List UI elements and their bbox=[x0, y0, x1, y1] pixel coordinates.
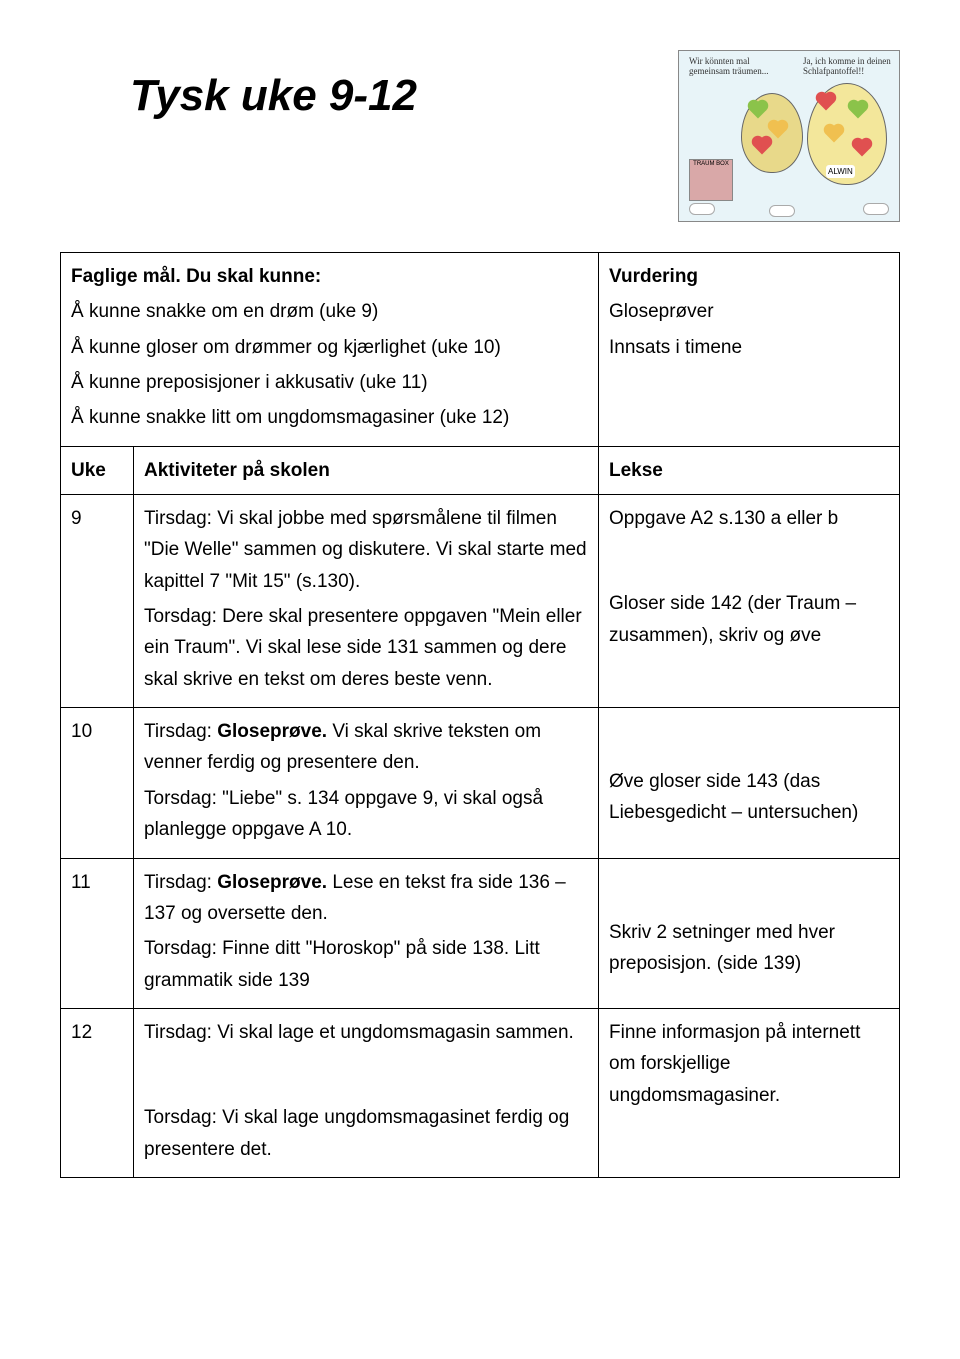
plan-table: Faglige mål. Du skal kunne: Å kunne snak… bbox=[60, 252, 900, 1178]
uke-cell: 10 bbox=[61, 708, 134, 858]
table-row: 10Tirsdag: Gloseprøve. Vi skal skrive te… bbox=[61, 708, 900, 858]
table-header-row: Uke Aktiviteter på skolen Lekse bbox=[61, 446, 900, 494]
header-illustration: Wir könnten mal gemeinsam träumen... Ja,… bbox=[678, 50, 900, 222]
egg-left-icon bbox=[741, 93, 803, 173]
egg-label: ALWIN bbox=[826, 165, 855, 178]
traum-box-icon: TRAUM BOX bbox=[689, 159, 733, 201]
goal-item: Å kunne gloser om drømmer og kjærlighet … bbox=[71, 332, 588, 363]
aktiviteter-cell: Tirsdag: Vi skal lage et ungdomsmagasin … bbox=[134, 1008, 599, 1177]
lekse-cell: Finne informasjon på internett om forskj… bbox=[599, 1008, 900, 1177]
goals-row: Faglige mål. Du skal kunne: Å kunne snak… bbox=[61, 253, 900, 447]
col-header-uke: Uke bbox=[61, 446, 134, 494]
table-row: 12 Tirsdag: Vi skal lage et ungdomsmagasi… bbox=[61, 1008, 900, 1177]
speech-bubble-2: Ja, ich komme in deinen Schlafpantoffel!… bbox=[803, 57, 893, 77]
aktiviteter-cell: Tirsdag: Vi skal jobbe med spørsmålene t… bbox=[134, 495, 599, 708]
cell-paragraph: Torsdag: Vi skal lage ungdomsmagasinet f… bbox=[144, 1102, 588, 1165]
egg-right-icon: ALWIN bbox=[807, 83, 887, 185]
page-title: Tysk uke 9-12 bbox=[130, 60, 417, 133]
uke-cell: 12 bbox=[61, 1008, 134, 1177]
cell-paragraph: Tirsdag: Vi skal jobbe med spørsmålene t… bbox=[144, 503, 588, 597]
cell-paragraph: Tirsdag: Gloseprøve. Vi skal skrive teks… bbox=[144, 716, 588, 779]
cell-paragraph: Torsdag: Dere skal presentere oppgaven "… bbox=[144, 601, 588, 695]
col-header-lekse: Lekse bbox=[599, 446, 900, 494]
goal-item: Å kunne snakke om en drøm (uke 9) bbox=[71, 296, 588, 327]
cell-paragraph: Finne informasjon på internett om forskj… bbox=[609, 1017, 889, 1111]
cell-paragraph: Tirsdag: Gloseprøve. Lese en tekst fra s… bbox=[144, 867, 588, 930]
vurdering-item: Gloseprøver bbox=[609, 296, 889, 327]
goal-item: Å kunne snakke litt om ungdomsmagasiner … bbox=[71, 402, 588, 433]
col-header-aktiviteter: Aktiviteter på skolen bbox=[134, 446, 599, 494]
lekse-cell: Oppgave A2 s.130 a eller b Gloser side 14… bbox=[599, 495, 900, 708]
lekse-cell: Skriv 2 setninger med hver preposisjon. … bbox=[599, 858, 900, 1008]
speech-bubble-1: Wir könnten mal gemeinsam träumen... bbox=[689, 57, 779, 77]
cell-paragraph: Torsdag: "Liebe" s. 134 oppgave 9, vi sk… bbox=[144, 783, 588, 846]
cell-paragraph: Tirsdag: Vi skal lage et ungdomsmagasin … bbox=[144, 1017, 588, 1048]
cell-paragraph: Gloser side 142 (der Traum – zusammen), … bbox=[609, 588, 889, 651]
uke-cell: 9 bbox=[61, 495, 134, 708]
cell-paragraph: Øve gloser side 143 (das Liebesgedicht –… bbox=[609, 766, 889, 829]
cell-paragraph: Oppgave A2 s.130 a eller b bbox=[609, 503, 889, 534]
cell-paragraph: Torsdag: Finne ditt "Horoskop" på side 1… bbox=[144, 933, 588, 996]
vurdering-item: Innsats i timene bbox=[609, 332, 889, 363]
table-row: 11Tirsdag: Gloseprøve. Lese en tekst fra… bbox=[61, 858, 900, 1008]
aktiviteter-cell: Tirsdag: Gloseprøve. Vi skal skrive teks… bbox=[134, 708, 599, 858]
lekse-cell: Øve gloser side 143 (das Liebesgedicht –… bbox=[599, 708, 900, 858]
table-row: 9Tirsdag: Vi skal jobbe med spørsmålene … bbox=[61, 495, 900, 708]
uke-cell: 11 bbox=[61, 858, 134, 1008]
vurdering-heading: Vurdering bbox=[609, 261, 889, 292]
goals-heading: Faglige mål. Du skal kunne: bbox=[71, 261, 588, 292]
goal-item: Å kunne preposisjoner i akkusativ (uke 1… bbox=[71, 367, 588, 398]
aktiviteter-cell: Tirsdag: Gloseprøve. Lese en tekst fra s… bbox=[134, 858, 599, 1008]
cell-paragraph: Skriv 2 setninger med hver preposisjon. … bbox=[609, 917, 889, 980]
